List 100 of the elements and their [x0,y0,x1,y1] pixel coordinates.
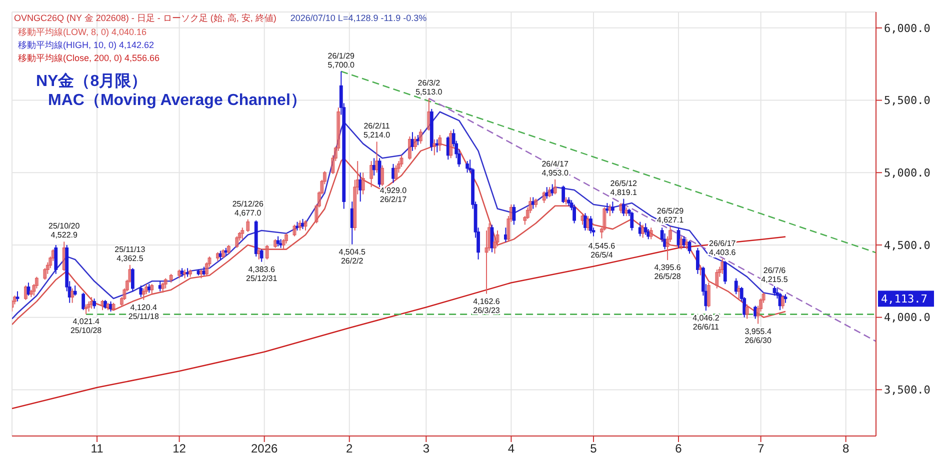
candlestick [372,158,376,176]
candlestick [150,284,154,295]
candlestick [216,252,220,262]
candlestick [649,227,653,240]
candlestick [676,227,680,248]
candlestick [260,248,264,262]
candlestick [584,212,587,232]
candlestick [221,248,225,259]
candlestick [158,280,162,292]
candlestick [446,136,450,160]
annotation: 4,162.6 26/3/23 [473,296,500,315]
candlestick [413,136,417,150]
candlestick [438,134,442,152]
candlestick [572,204,576,224]
x-tick-label: 6 [675,442,682,456]
annotation: 26/2/11 5,214.0 [363,122,391,140]
candlestick [304,220,308,232]
candlestick [528,196,532,214]
candlestick [142,288,146,300]
candlestick [723,260,727,285]
candlestick [26,282,30,296]
candlestick [531,196,535,210]
candlestick [265,244,269,260]
candlestick [435,138,439,153]
y-tick-label: 6,000.0 [884,22,930,35]
y-tick-label: 4,500.0 [884,238,930,252]
candlestick [668,226,672,243]
candlestick [350,201,354,245]
text: 4,113.7 [881,292,928,306]
x-tick-label: 11 [90,442,104,456]
candlestick [600,227,604,239]
annotation: 4,929.0 26/2/17 [380,186,408,204]
text: 移動平均線(LOW, 8, 0) 4,040.16 [18,26,148,39]
text: 移動平均線(Close, 200, 0) 4,556.66 [18,52,160,65]
candlestick [466,160,470,174]
candlestick [488,222,491,252]
annotation: 4,046.2 26/6/11 [692,314,720,332]
candlestick [73,285,77,296]
x-tick-label: 5 [590,442,598,456]
candlestick [641,224,645,238]
candlestick [82,292,86,311]
y-tick-label: 3,500.0 [884,384,930,397]
candlestick [706,282,710,308]
candlestick [336,107,340,152]
annotation: 4,021.4 25/10/28 [70,317,102,336]
candlestick [169,273,173,284]
candlestick [120,296,124,306]
line-series [12,111,786,320]
annotation: 25/12/26 4,677.0 [232,199,264,218]
candlestick [644,222,648,236]
y-tick-label: 5,500.0 [884,94,930,108]
candlestick [144,284,148,295]
candlestick [756,305,760,324]
candlestick [696,247,700,274]
candlestick [504,227,508,243]
candlestick [392,163,395,184]
candlestick [512,204,516,226]
candlestick [282,238,286,250]
candlestick [408,136,412,160]
candlestick [205,262,208,276]
candlestick [188,269,192,278]
candlestick [235,236,239,248]
candlestick [545,186,549,200]
candlestick [128,264,132,284]
candlestick [164,278,168,289]
candlestick [358,172,362,202]
candlestick [449,130,453,159]
candlestick [240,227,244,240]
candlestick [562,185,566,204]
candlestick [734,278,738,295]
candlestick [208,256,212,268]
candlestick [688,240,692,254]
candlestick [745,304,749,320]
candlestick [375,141,379,174]
annotation: 3,955.4 26/6/30 [744,326,772,345]
candlestick [754,305,758,320]
candlestick [161,282,165,294]
annotation: 2026/07/10 L=4,128.9 -11.9 -0.3% [290,13,427,23]
candlestick [685,238,688,250]
x-tick-label: 7 [757,442,764,456]
candlestick [589,216,592,234]
x-tick-label: 12 [172,442,186,456]
chart-subtitle: OVNGC26Q (NY 金 202608) - 日足 - ローソク足 (始, 高, 安, 終値) [14,13,276,23]
candlestick [715,269,719,289]
candlestick [542,190,546,204]
candlestick [16,290,20,302]
annotation: 4,545.6 26/5/4 [588,241,616,260]
candlestick [630,211,634,232]
candlestick [410,132,414,152]
candlestick [87,300,91,312]
text: 移動平均線(HIGH, 10, 0) 4,142.62 [18,39,156,52]
annotation: 26/5/29 4,627.1 [656,206,684,225]
candlestick [226,244,230,254]
candlestick [200,269,203,279]
y-tick-label: 5,000.0 [884,166,930,180]
candlestick [605,202,609,214]
x-tick-label: 2 [346,442,354,456]
annotation: 25/11/13 4,362.5 [114,244,146,263]
candlestick [553,178,557,195]
candlestick [550,184,554,196]
